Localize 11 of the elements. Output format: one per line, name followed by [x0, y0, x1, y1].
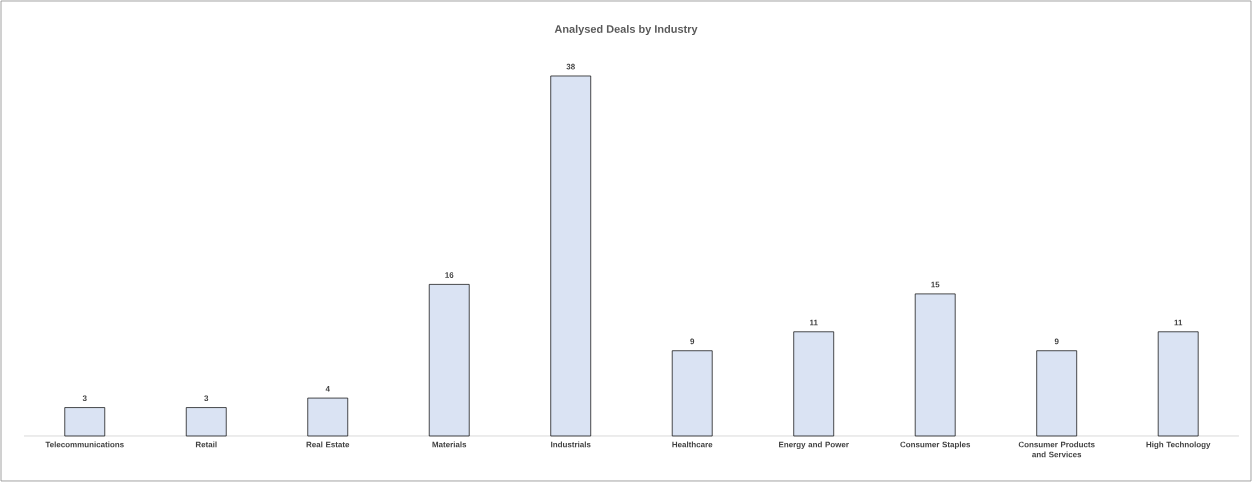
bar: [307, 397, 349, 437]
bar: [793, 331, 835, 437]
bar: [1036, 350, 1078, 437]
bar: [671, 350, 713, 437]
bar: [185, 407, 227, 437]
bar: [914, 293, 956, 437]
bar: [64, 407, 106, 437]
bar: [1157, 331, 1199, 437]
bar: [550, 75, 592, 437]
bar: [428, 284, 470, 437]
chart-title: Analysed Deals by Industry: [554, 24, 698, 36]
